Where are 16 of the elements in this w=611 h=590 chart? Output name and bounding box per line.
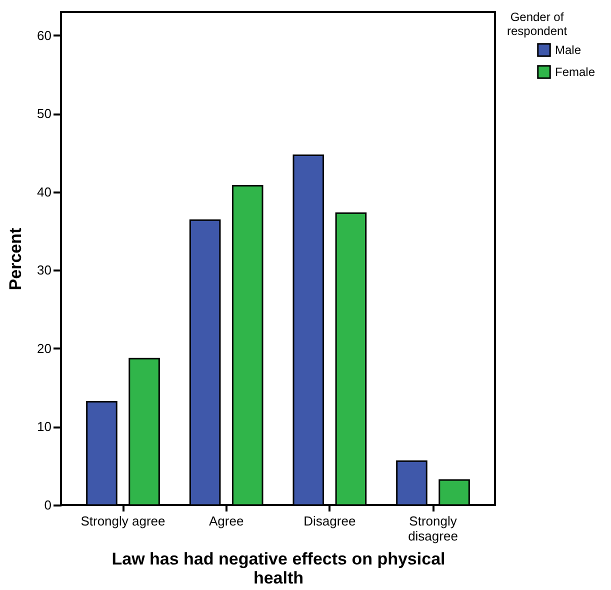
y-tick-label: 40 — [37, 184, 52, 200]
legend-label: Female — [555, 65, 596, 79]
x-tick-label: Strongly agree — [80, 514, 166, 528]
y-tick-label: 20 — [37, 340, 52, 356]
y-tick-label: 0 — [44, 498, 52, 512]
y-tick-label: 10 — [37, 419, 52, 434]
x-tick-label: Agree — [208, 514, 244, 528]
x-tick-label: Disagree — [304, 514, 356, 528]
y-tick-label: 30 — [37, 262, 52, 278]
x-axis-title: Law has had negative effects on physical health — [112, 550, 446, 588]
y-tick-label: 50 — [37, 106, 52, 122]
y-tick-label: 60 — [37, 28, 52, 43]
x-tick-label: Strongly disagree — [408, 514, 458, 544]
legend-label: Male — [555, 43, 582, 57]
legend-title: Gender of respondent — [506, 10, 568, 38]
y-axis-title: Percent — [6, 227, 26, 290]
